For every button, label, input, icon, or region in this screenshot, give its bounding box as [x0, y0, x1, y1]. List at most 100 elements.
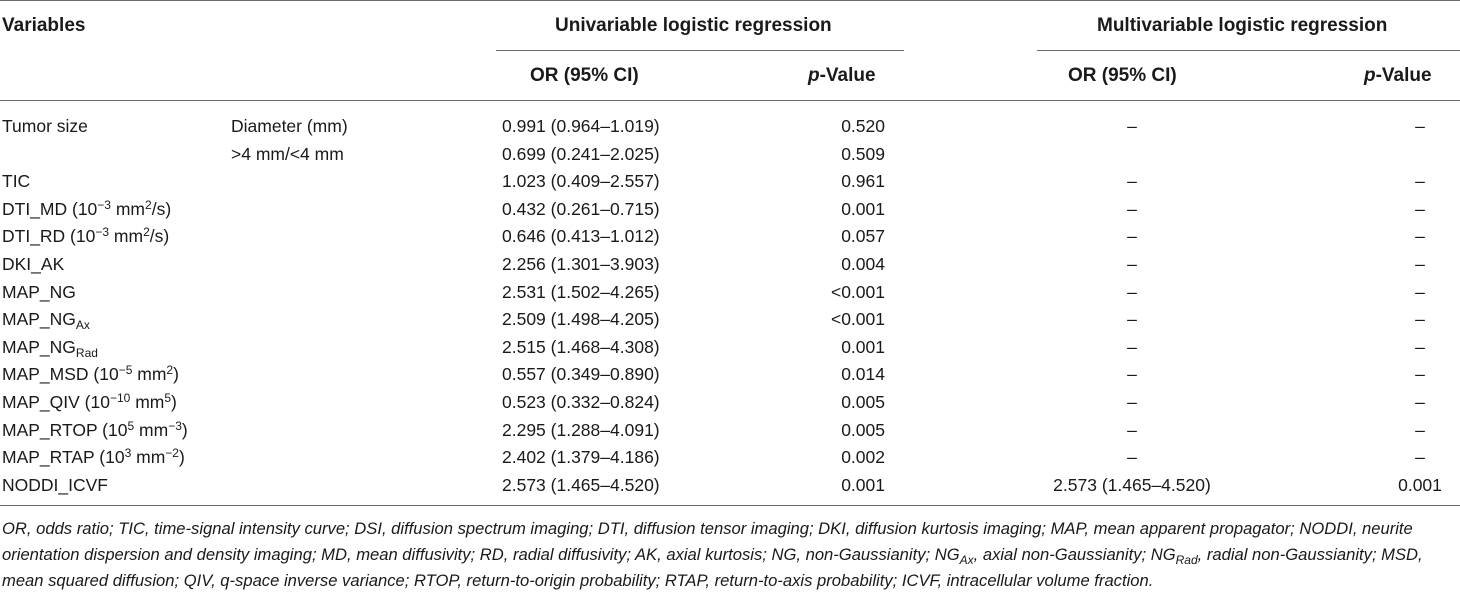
footnote-text-2: , axial non-Gaussianity; NG: [973, 545, 1176, 564]
variable-name-text: ): [181, 419, 188, 440]
variable-name-text: mm: [130, 392, 165, 412]
univariable-or-ci: 0.523 (0.332–0.824): [502, 392, 660, 412]
variable-superscript: −2: [165, 446, 179, 461]
variable-name: MAP_NG: [2, 281, 76, 302]
univariable-p-value: 0.001: [841, 336, 885, 357]
multi-or-header: OR (95% CI): [1068, 65, 1177, 86]
uni-or-header: OR (95% CI): [530, 65, 639, 86]
variable-superscript: 3: [124, 446, 132, 461]
multivariable-p-value: –: [1415, 419, 1425, 440]
variable-name-text: /s): [151, 198, 172, 219]
multivariable-p-value: –: [1415, 171, 1425, 192]
univariable-group-rule: [496, 50, 904, 51]
variable-name-text: MAP_QIV (10: [2, 392, 110, 412]
variable-superscript: −5: [118, 363, 133, 378]
univariable-or-ci: 0.432 (0.261–0.715): [502, 198, 660, 219]
univariable-p-value: 0.014: [841, 364, 885, 385]
variable-name: MAP_RTOP (105 mm−3): [2, 420, 188, 440]
variable-name-text: ): [178, 447, 185, 468]
univariable-or-ci: 2.531 (1.502–4.265): [502, 281, 660, 302]
univariable-p-value: <0.001: [830, 281, 885, 302]
table-bottom-rule: [0, 505, 1460, 506]
univariable-or-ci: 2.256 (1.301–3.903): [502, 254, 660, 274]
variable-name: MAP_NGRad: [2, 336, 98, 360]
multivariable-or-ci: –: [1127, 447, 1137, 468]
variables-header: Variables: [2, 15, 86, 36]
multivariable-or-ci: –: [1127, 392, 1137, 412]
variable-superscript: 2: [143, 225, 150, 240]
variable-superscript: 5: [164, 391, 172, 405]
multivariable-p-value: –: [1415, 198, 1425, 219]
variable-name: TIC: [2, 171, 31, 192]
multi-p-header: p-Value: [1364, 65, 1432, 87]
variable-subcategory: >4 mm/<4 mm: [231, 143, 344, 164]
univariable-p-value: 0.961: [841, 171, 885, 192]
univariable-or-ci: 0.646 (0.413–1.012): [502, 226, 660, 247]
multivariable-p-value: –: [1415, 309, 1425, 330]
univariable-p-value: 0.004: [841, 254, 885, 274]
variable-name-text: /s): [149, 226, 170, 247]
multivariable-or-ci: –: [1127, 309, 1137, 330]
header-bottom-rule: [0, 100, 1460, 101]
univariable-or-ci: 0.557 (0.349–0.890): [502, 364, 660, 385]
variable-name: DKI_AK: [2, 254, 65, 274]
univariable-or-ci: 0.699 (0.241–2.025): [502, 143, 660, 164]
multivariable-group-rule: [1037, 50, 1460, 51]
variable-name: MAP_NGAx: [2, 309, 90, 331]
univariable-or-ci: 2.295 (1.288–4.091): [502, 419, 660, 440]
multivariable-or-ci: –: [1127, 254, 1137, 274]
variable-name-text: mm: [110, 198, 146, 219]
multivariable-or-ci: –: [1127, 419, 1137, 440]
univariable-p-value: 0.005: [841, 392, 885, 412]
univariable-p-value: <0.001: [830, 309, 885, 330]
univariable-p-value: 0.005: [841, 419, 885, 440]
variable-name: MAP_RTAP (103 mm−2): [2, 447, 185, 467]
multivariable-or-ci: –: [1127, 171, 1137, 192]
variable-superscript: −3: [95, 225, 110, 240]
univariable-p-value: 0.520: [841, 116, 885, 136]
variable-name-text: DTI_RD (10: [2, 226, 96, 247]
variable-name: DTI_MD (10−3 mm2/s): [2, 199, 171, 219]
footnote-text-3: , radial non-Gaussianity; MSD, mean squa…: [2, 545, 1423, 590]
variable-name-text: MAP_NG: [2, 336, 76, 357]
variable-name-text: mm: [109, 226, 144, 247]
variable-name: DTI_RD (10−3 mm2/s): [2, 226, 169, 246]
footnote-text-1: OR, odds ratio; TIC, time-signal intensi…: [2, 519, 1413, 564]
uni-p-header: p-Value: [808, 65, 876, 87]
multivariable-p-value: –: [1415, 281, 1425, 302]
univariable-p-value: 0.002: [841, 447, 885, 468]
univariable-or-ci: 1.023 (0.409–2.557): [502, 171, 660, 192]
multivariable-or-ci: –: [1127, 336, 1137, 357]
variable-superscript: 5: [127, 418, 135, 433]
multivariable-p-value: –: [1415, 254, 1425, 274]
multivariable-or-ci: 2.573 (1.465–4.520): [1053, 474, 1211, 495]
p-rest: -Value: [1375, 65, 1432, 86]
variable-name-text: DTI_MD (10: [2, 198, 98, 219]
multivariable-p-value: –: [1415, 116, 1425, 136]
variable-name-text: mm: [134, 419, 169, 440]
multivariable-p-value: –: [1415, 226, 1425, 247]
p-rest: -Value: [819, 65, 876, 86]
variable-subscript: Rad: [75, 345, 98, 360]
multivariable-or-ci: –: [1127, 116, 1137, 136]
variable-superscript: −3: [168, 418, 182, 433]
variable-superscript: −3: [97, 197, 111, 212]
p-italic: p: [808, 65, 820, 86]
variable-superscript: 2: [145, 197, 152, 212]
multivariable-header: Multivariable logistic regression: [1097, 15, 1388, 36]
multivariable-or-ci: –: [1127, 226, 1137, 247]
variable-name: NODDI_ICVF: [2, 474, 108, 495]
variable-name-text: ): [173, 364, 179, 385]
table-footnote: OR, odds ratio; TIC, time-signal intensi…: [2, 516, 1454, 594]
footnote-sub-2: Rad: [1175, 553, 1198, 567]
univariable-p-value: 0.509: [841, 143, 885, 164]
univariable-p-value: 0.001: [841, 198, 885, 219]
variable-subcategory: Diameter (mm): [231, 116, 348, 136]
univariable-p-value: 0.057: [841, 226, 885, 247]
variable-name-text: mm: [131, 447, 166, 468]
variable-name: Tumor size: [2, 116, 88, 136]
variable-superscript: −10: [109, 391, 131, 405]
variable-superscript: 2: [166, 363, 174, 378]
univariable-p-value: 0.001: [841, 474, 885, 495]
